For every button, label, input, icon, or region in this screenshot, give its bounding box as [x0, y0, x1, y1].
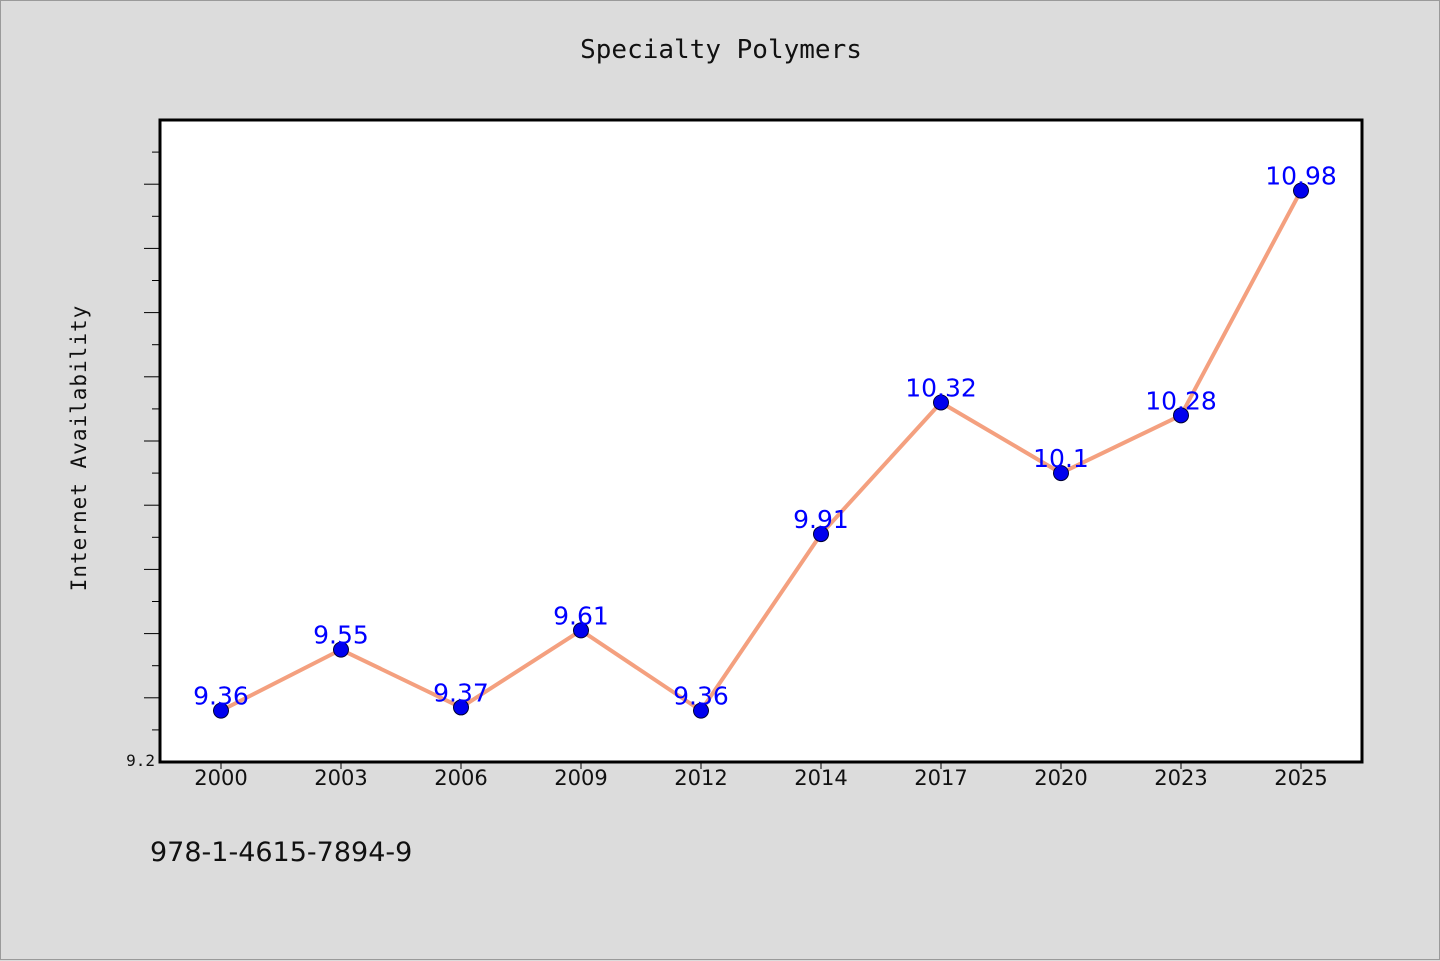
data-label-layer: 9.36 9.55 9.37 9.61 9.36 9.91 10.32 10.1 10.28 10… [193, 162, 1337, 711]
data-label: 9.36 [673, 682, 729, 711]
data-point [213, 702, 229, 719]
data-point [1053, 465, 1069, 482]
x-tick-label: 2000 [194, 766, 247, 790]
x-tick-label: 2025 [1274, 766, 1327, 790]
y-tick-label: 9.2 [126, 751, 155, 770]
data-point [933, 394, 949, 411]
isbn-annotation: 978-1-4615-7894-9 [150, 837, 413, 868]
data-label: 9.36 [193, 682, 249, 711]
data-point [1173, 407, 1189, 424]
data-point [813, 526, 829, 543]
data-point [1293, 182, 1309, 199]
series-line [219, 188, 1303, 713]
series-layer [213, 182, 1309, 719]
data-point [573, 622, 589, 639]
data-label: 10.98 [1265, 162, 1337, 191]
x-tick-label: 2014 [794, 766, 847, 790]
y-axis-ticks: 9.2 [126, 151, 160, 770]
data-label: 9.91 [793, 505, 849, 534]
data-label: 9.61 [553, 601, 609, 630]
x-tick-label: 2006 [434, 766, 487, 790]
x-axis-ticks: 2000 2003 2006 2009 2012 2014 2017 2020 2023 2025 [194, 762, 1328, 790]
data-point [693, 702, 709, 719]
data-label: 9.37 [433, 678, 489, 707]
data-point [453, 699, 469, 716]
x-tick-label: 2009 [554, 766, 607, 790]
plot-area [158, 118, 1364, 764]
data-label: 10.28 [1145, 386, 1217, 415]
x-tick-label: 2020 [1034, 766, 1087, 790]
data-label: 10.1 [1033, 444, 1089, 473]
data-label: 10.32 [905, 373, 977, 402]
data-label: 9.55 [313, 621, 369, 650]
x-tick-label: 2012 [674, 766, 727, 790]
x-tick-label: 2003 [314, 766, 367, 790]
data-point [333, 641, 349, 658]
x-tick-label: 2023 [1154, 766, 1207, 790]
x-tick-label: 2017 [914, 766, 967, 790]
chart-title: Specialty Polymers [580, 35, 862, 65]
